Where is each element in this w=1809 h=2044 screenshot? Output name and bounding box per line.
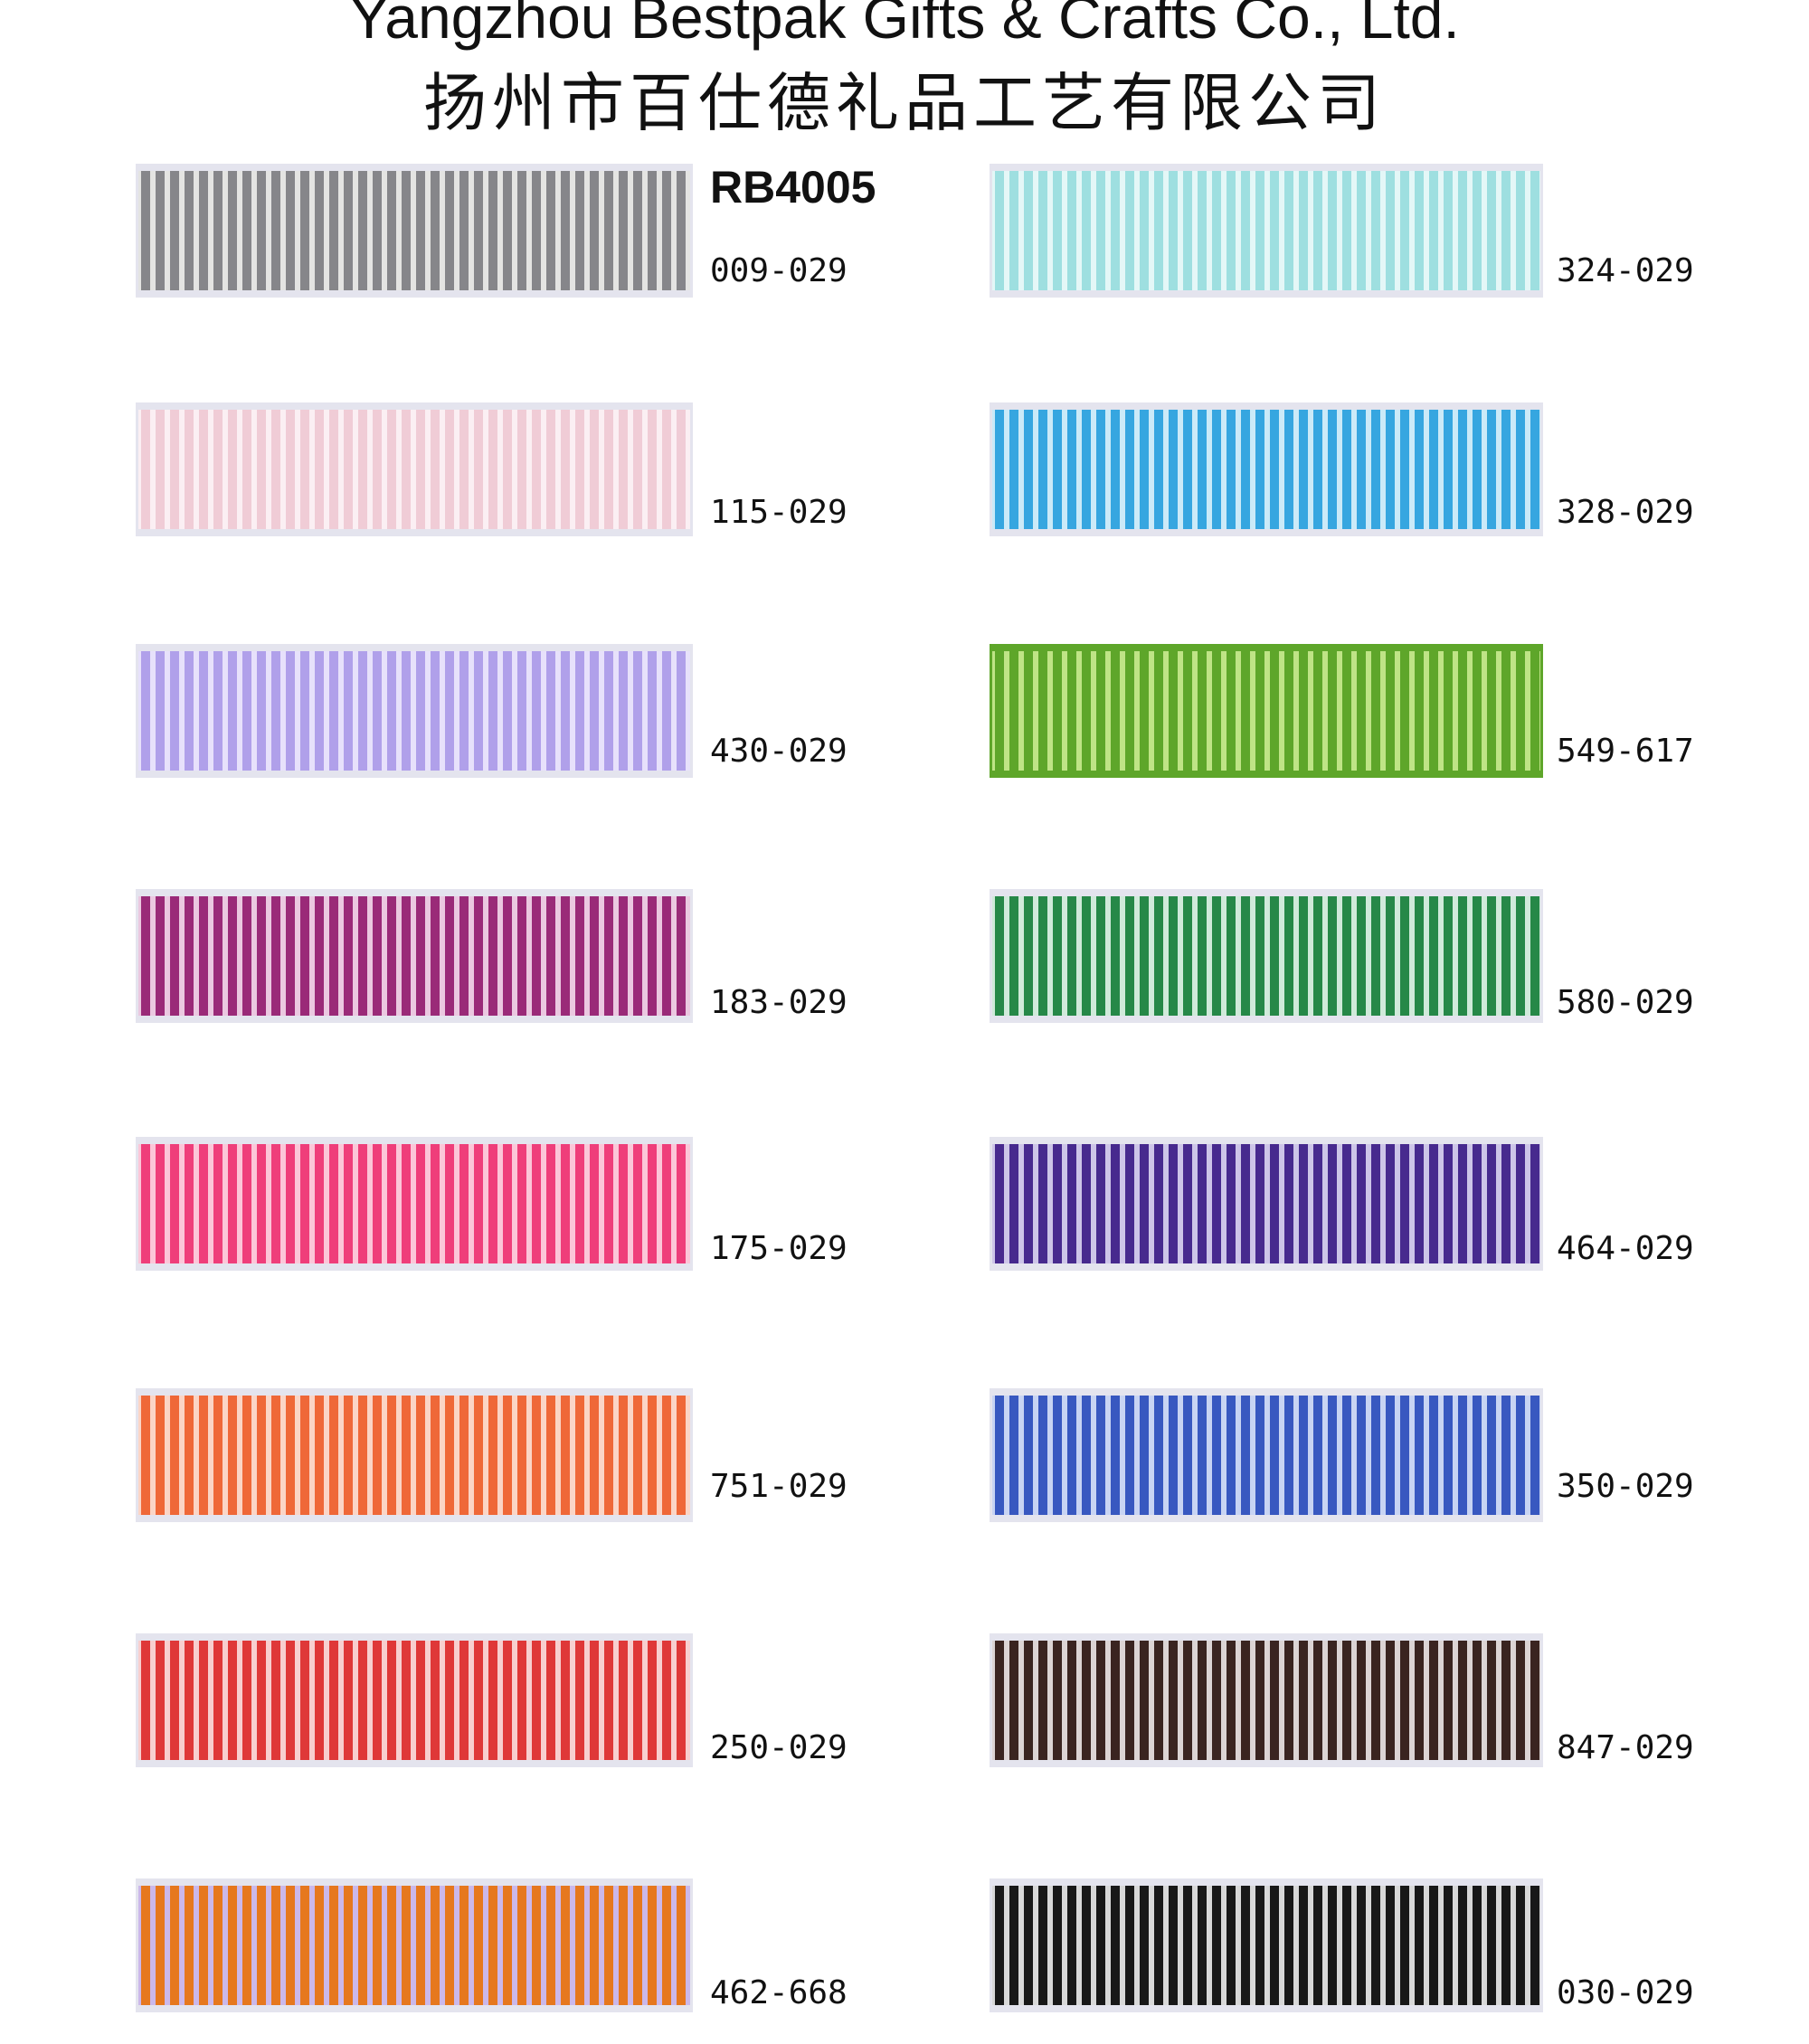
ribbon-swatch: [990, 402, 1543, 536]
swatch-code: 183-029: [710, 984, 848, 1021]
swatch-code: 250-029: [710, 1729, 848, 1766]
ribbon-body: [992, 171, 1540, 290]
swatch-code: 115-029: [710, 494, 848, 531]
ribbon-swatch: [990, 164, 1543, 298]
product-code: RB4005: [710, 162, 876, 213]
swatch-code: 464-029: [1557, 1230, 1694, 1267]
ribbon-swatch: [136, 1137, 693, 1271]
ribbon-swatch: [136, 164, 693, 298]
ribbon-body: [138, 651, 690, 771]
swatch-code: 328-029: [1557, 494, 1694, 531]
ribbon-body: [138, 896, 690, 1016]
ribbon-swatch: [136, 644, 693, 778]
title: Yangzhou Bestpak Gifts & Crafts Co., Ltd…: [349, 0, 1460, 51]
swatch-code: 751-029: [710, 1468, 848, 1505]
subtitle: 扬州市百仕德礼品工艺有限公司: [423, 66, 1386, 140]
ribbon-body: [992, 1144, 1540, 1263]
ribbon-body: [992, 1886, 1540, 2005]
ribbon-swatch: [136, 1878, 693, 2012]
ribbon-body: [138, 1641, 690, 1760]
ribbon-body: [138, 1396, 690, 1515]
ribbon-swatch: [136, 402, 693, 536]
swatch-code: 462-668: [710, 1974, 848, 2011]
ribbon-swatch: [990, 889, 1543, 1023]
ribbon-swatch: [990, 1388, 1543, 1522]
ribbon-swatch: [990, 644, 1543, 778]
ribbon-swatch: [990, 1137, 1543, 1271]
swatch-code: 350-029: [1557, 1468, 1694, 1505]
swatch-code: 009-029: [710, 252, 848, 289]
ribbon-swatch: [136, 889, 693, 1023]
ribbon-body: [138, 410, 690, 529]
ribbon-body: [138, 1144, 690, 1263]
ribbon-body: [992, 410, 1540, 529]
swatch-code: 175-029: [710, 1230, 848, 1267]
swatch-code: 030-029: [1557, 1974, 1694, 2011]
ribbon-swatch: [990, 1878, 1543, 2012]
ribbon-body: [138, 171, 690, 290]
swatch-code: 580-029: [1557, 984, 1694, 1021]
ribbon-swatch: [990, 1633, 1543, 1767]
ribbon-body: [992, 896, 1540, 1016]
swatch-code: 324-029: [1557, 252, 1694, 289]
ribbon-swatch: [136, 1633, 693, 1767]
ribbon-body: [992, 651, 1540, 771]
swatch-code: 549-617: [1557, 733, 1694, 770]
swatch-code: 430-029: [710, 733, 848, 770]
ribbon-body: [992, 1396, 1540, 1515]
swatch-code: 847-029: [1557, 1729, 1694, 1766]
ribbon-body: [992, 1641, 1540, 1760]
ribbon-body: [138, 1886, 690, 2005]
ribbon-swatch: [136, 1388, 693, 1522]
